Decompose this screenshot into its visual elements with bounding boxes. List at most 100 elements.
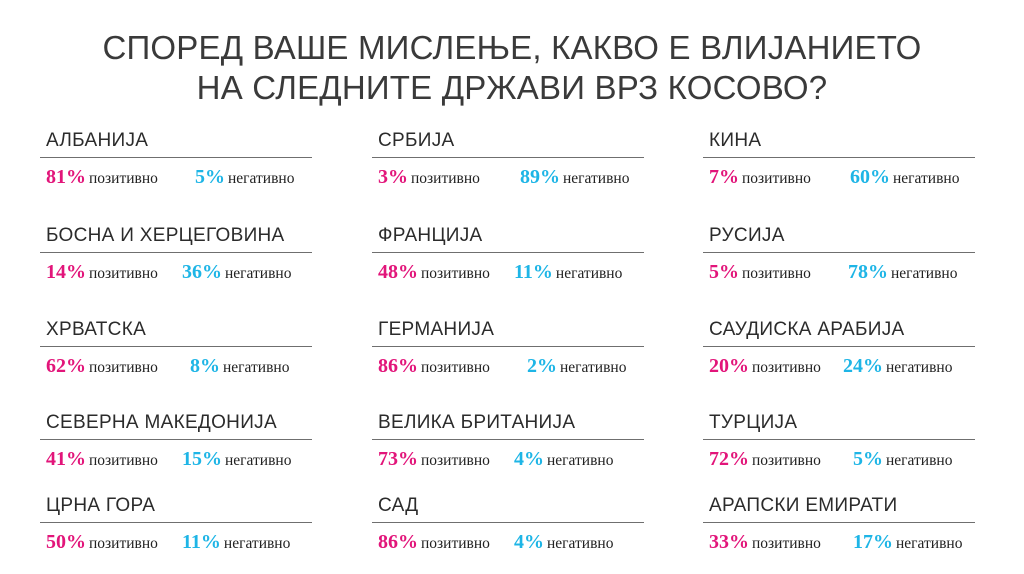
country-values: 3% позитивно 89% негативно (372, 166, 644, 196)
negative-label: негативно (547, 452, 614, 469)
positive-value: 3% позитивно (378, 166, 480, 189)
positive-label: позитивно (752, 535, 821, 552)
country-card: ЦРНА ГОРА 50% позитивно 11% негативно (40, 494, 312, 561)
negative-label: негативно (886, 452, 953, 469)
negative-percent: 36% (182, 261, 222, 283)
country-values: 20% позитивно 24% негативно (703, 355, 975, 385)
country-name: ЦРНА ГОРА (46, 495, 156, 516)
positive-percent: 7% (709, 166, 739, 188)
positive-percent: 41% (46, 448, 86, 470)
country-name: ГЕРМАНИЈА (378, 319, 495, 340)
negative-percent: 5% (853, 448, 883, 470)
country-name: ВЕЛИКА БРИТАНИЈА (378, 412, 576, 433)
country-name: ХРВАТСКА (46, 319, 147, 340)
positive-label: позитивно (89, 359, 158, 376)
negative-label: негативно (555, 265, 623, 282)
country-values: 7% позитивно 60% негативно (703, 166, 975, 196)
negative-value: 11% негативно (514, 261, 622, 284)
positive-value: 33% позитивно (709, 531, 821, 554)
title-line-2: НА СЛЕДНИТЕ ДРЖАВИ ВРЗ КОСОВО? (196, 69, 828, 106)
positive-value: 20% позитивно (709, 355, 821, 378)
positive-percent: 48% (378, 261, 418, 283)
positive-label: позитивно (421, 452, 490, 469)
negative-value: 4% негативно (514, 448, 613, 471)
country-card: СРБИЈА 3% позитивно 89% негативно (372, 129, 644, 196)
country-values: 73% позитивно 4% негативно (372, 448, 644, 478)
positive-value: 81% позитивно (46, 166, 158, 189)
positive-value: 73% позитивно (378, 448, 490, 471)
negative-percent: 89% (520, 166, 560, 188)
positive-label: позитивно (421, 265, 490, 282)
positive-label: позитивно (89, 535, 158, 552)
positive-label: позитивно (421, 359, 490, 376)
positive-label: позитивно (411, 170, 480, 187)
positive-percent: 5% (709, 261, 739, 283)
positive-percent: 50% (46, 531, 86, 553)
negative-value: 8% негативно (190, 355, 289, 378)
divider (40, 522, 312, 523)
negative-value: 15% негативно (182, 448, 291, 471)
divider (703, 252, 975, 253)
negative-value: 17% негативно (853, 531, 962, 554)
positive-percent: 33% (709, 531, 749, 553)
country-name: ТУРЦИЈА (709, 412, 798, 433)
country-name: АРАПСКИ ЕМИРАТИ (709, 495, 898, 516)
positive-label: позитивно (421, 535, 490, 552)
positive-value: 86% позитивно (378, 355, 490, 378)
positive-percent: 86% (378, 531, 418, 553)
negative-percent: 2% (527, 355, 557, 377)
negative-value: 4% негативно (514, 531, 613, 554)
negative-label: негативно (547, 535, 614, 552)
negative-label: негативно (223, 359, 290, 376)
negative-label: негативно (228, 170, 295, 187)
country-values: 33% позитивно 17% негативно (703, 531, 975, 561)
country-card: САУДИСКА АРАБИЈА 20% позитивно 24% негативно (703, 318, 975, 385)
country-card: АРАПСКИ ЕМИРАТИ 33% позитивно 17% негативно (703, 494, 975, 561)
country-name: БОСНА И ХЕРЦЕГОВИНА (46, 225, 285, 246)
negative-value: 89% негативно (520, 166, 629, 189)
positive-label: позитивно (89, 265, 158, 282)
page-title: СПОРЕД ВАШЕ МИСЛЕЊЕ, КАКВО Е ВЛИЈАНИЕТО … (0, 28, 1024, 108)
country-card: КИНА 7% позитивно 60% негативно (703, 129, 975, 196)
country-name: КИНА (709, 130, 762, 151)
divider (372, 157, 644, 158)
negative-label: негативно (225, 265, 292, 282)
positive-value: 41% позитивно (46, 448, 158, 471)
positive-label: позитивно (752, 359, 821, 376)
divider (40, 157, 312, 158)
negative-label: негативно (560, 359, 627, 376)
divider (372, 439, 644, 440)
positive-value: 72% позитивно (709, 448, 821, 471)
divider (372, 346, 644, 347)
negative-percent: 78% (848, 261, 888, 283)
negative-label: негативно (893, 170, 960, 187)
country-name: САД (378, 495, 419, 516)
positive-label: позитивно (752, 452, 821, 469)
title-line-1: СПОРЕД ВАШЕ МИСЛЕЊЕ, КАКВО Е ВЛИЈАНИЕТО (102, 29, 922, 66)
positive-percent: 20% (709, 355, 749, 377)
negative-percent: 15% (182, 448, 222, 470)
negative-label: негативно (896, 535, 963, 552)
negative-value: 2% негативно (527, 355, 626, 378)
positive-label: позитивно (742, 265, 811, 282)
country-values: 48% позитивно 11% негативно (372, 261, 644, 291)
country-card: АЛБАНИЈА 81% позитивно 5% негативно (40, 129, 312, 196)
negative-value: 5% негативно (195, 166, 294, 189)
country-card: ГЕРМАНИЈА 86% позитивно 2% негативно (372, 318, 644, 385)
negative-value: 24% негативно (843, 355, 952, 378)
positive-percent: 73% (378, 448, 418, 470)
country-name: АЛБАНИЈА (46, 130, 149, 151)
positive-value: 7% позитивно (709, 166, 811, 189)
divider (703, 157, 975, 158)
positive-value: 5% позитивно (709, 261, 811, 284)
positive-percent: 3% (378, 166, 408, 188)
country-name: САУДИСКА АРАБИЈА (709, 319, 905, 340)
negative-label: негативно (563, 170, 630, 187)
negative-percent: 24% (843, 355, 883, 377)
negative-value: 36% негативно (182, 261, 291, 284)
positive-percent: 62% (46, 355, 86, 377)
negative-percent: 5% (195, 166, 225, 188)
country-name: СЕВЕРНА МАКЕДОНИЈА (46, 412, 277, 433)
negative-percent: 11% (182, 531, 221, 553)
positive-label: позитивно (89, 170, 158, 187)
